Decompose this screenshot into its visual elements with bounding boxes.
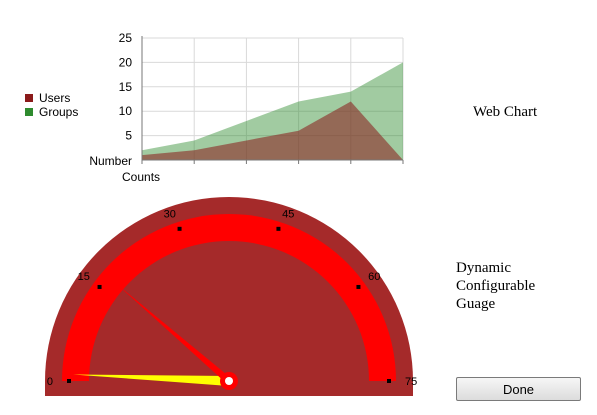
- legend-item-users: Users: [25, 91, 78, 105]
- gauge-tick-label: 15: [78, 271, 90, 283]
- gauge-tick-mark: [356, 284, 361, 289]
- done-button[interactable]: Done: [456, 377, 581, 401]
- gauge-hub-inner: [225, 377, 233, 385]
- y-tick-label: 5: [125, 129, 132, 143]
- y-axis-label: Number: [89, 154, 132, 168]
- web-chart-label: Web Chart: [473, 104, 538, 120]
- gauge-inner-face: [89, 241, 369, 381]
- x-axis-label: Counts: [122, 170, 160, 184]
- gauge-label-line-3: Guage: [456, 296, 496, 312]
- gauge-tick-label: 0: [47, 376, 53, 388]
- legend-swatch-groups: [25, 108, 33, 116]
- y-tick-label: 25: [119, 31, 133, 45]
- y-tick-label: 10: [119, 104, 133, 118]
- gauge-needle-1: [73, 374, 230, 386]
- gauge-needle-2: [115, 282, 232, 384]
- legend-swatch-users: [25, 94, 33, 102]
- legend-label-groups: Groups: [39, 105, 79, 119]
- gauge-tick-mark: [387, 379, 391, 383]
- gauge-tick-mark: [177, 226, 182, 231]
- gauge-label-line-1: Dynamic: [456, 260, 511, 276]
- y-tick-label: 20: [119, 55, 133, 69]
- gauge-base-left: [62, 381, 90, 396]
- gauge-label-line-2: Configurable: [456, 278, 536, 294]
- y-tick-label: 15: [119, 80, 133, 94]
- gauge-tick-label: 45: [282, 208, 294, 220]
- area-series-users: [142, 101, 403, 160]
- chart-legend: Users Groups: [25, 91, 78, 119]
- gauge-tick-mark: [276, 226, 281, 231]
- legend-item-groups: Groups: [25, 105, 78, 119]
- gauge-tick-label: 30: [164, 208, 176, 220]
- gauge-tick-label: 60: [368, 271, 380, 283]
- gauge-tick-mark: [97, 284, 102, 289]
- gauge-tick-mark: [67, 379, 71, 383]
- gauge-tick-label: 75: [405, 376, 417, 388]
- gauge-label: Dynamic Configurable Guage: [456, 259, 576, 313]
- legend-label-users: Users: [39, 91, 71, 105]
